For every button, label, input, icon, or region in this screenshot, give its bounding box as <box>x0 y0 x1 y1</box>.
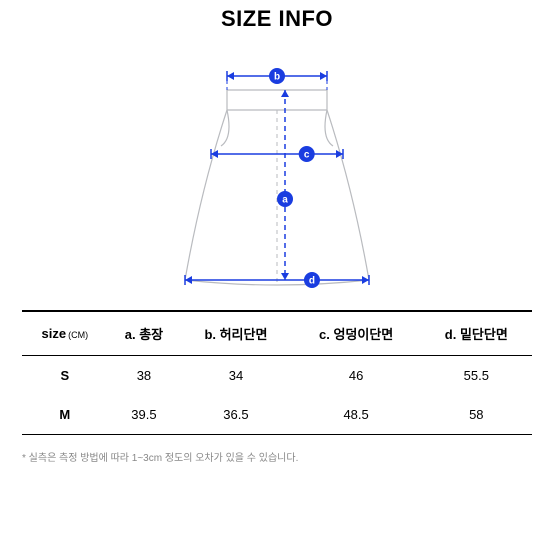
cell-value: 39.5 <box>108 395 181 435</box>
svg-text:c: c <box>304 150 310 161</box>
size-table-wrap: size(CM) a. 총장 b. 허리단면 c. 엉덩이단면 d. 밑단단면 … <box>22 310 532 435</box>
cell-value: 46 <box>292 356 421 396</box>
cell-value: 36.5 <box>180 395 291 435</box>
cell-value: 55.5 <box>421 356 532 396</box>
page-title: SIZE INFO <box>0 0 554 32</box>
table-header-row: size(CM) a. 총장 b. 허리단면 c. 엉덩이단면 d. 밑단단면 <box>22 311 532 356</box>
col-c: c. 엉덩이단면 <box>292 311 421 356</box>
table-row: S38344655.5 <box>22 356 532 396</box>
cell-value: 48.5 <box>292 395 421 435</box>
col-d: d. 밑단단면 <box>421 311 532 356</box>
svg-text:b: b <box>274 72 280 83</box>
cell-value: 34 <box>180 356 291 396</box>
col-size: size(CM) <box>22 311 108 356</box>
cell-size: M <box>22 395 108 435</box>
svg-text:a: a <box>282 195 288 206</box>
col-a: a. 총장 <box>108 311 181 356</box>
col-size-unit: (CM) <box>68 330 88 340</box>
cell-value: 38 <box>108 356 181 396</box>
svg-text:d: d <box>309 276 315 287</box>
col-size-label: size <box>42 326 67 341</box>
size-table: size(CM) a. 총장 b. 허리단면 c. 엉덩이단면 d. 밑단단면 … <box>22 310 532 435</box>
cell-value: 58 <box>421 395 532 435</box>
footnote: * 실측은 측정 방법에 따라 1~3cm 정도의 오차가 있을 수 있습니다. <box>22 449 532 464</box>
skirt-diagram-svg: b c d a <box>162 50 392 310</box>
table-body: S38344655.5M39.536.548.558 <box>22 356 532 435</box>
cell-size: S <box>22 356 108 396</box>
col-b: b. 허리단면 <box>180 311 291 356</box>
table-row: M39.536.548.558 <box>22 395 532 435</box>
measurement-diagram: b c d a <box>0 50 554 310</box>
